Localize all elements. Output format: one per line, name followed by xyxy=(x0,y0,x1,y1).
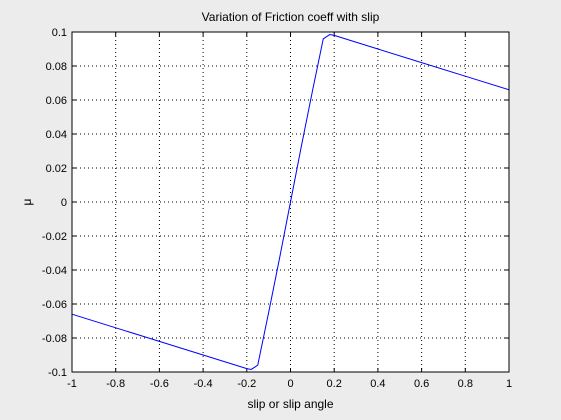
x-axis-label: slip or slip angle xyxy=(247,397,333,411)
y-tick-label: 0.1 xyxy=(52,27,67,39)
x-tick-label: -0.6 xyxy=(150,378,169,390)
y-tick-label: 0.04 xyxy=(46,129,67,141)
y-tick-label: -0.02 xyxy=(42,231,67,243)
y-tick-label: -0.06 xyxy=(42,299,67,311)
y-tick-label: 0.02 xyxy=(46,163,67,175)
x-tick-label: -0.4 xyxy=(194,378,213,390)
y-axis-label: μ xyxy=(20,198,34,205)
y-tick-labels: -0.1 -0.08 -0.06 -0.04 -0.02 0 0.02 0.04 0.06 0.0… xyxy=(42,27,67,379)
x-tick-labels: -1 -0.8 -0.6 -0.4 -0.2 0 0.2 0.4 0.6 0.8 1 xyxy=(67,378,512,390)
y-tick-label: -0.04 xyxy=(42,265,67,277)
y-tick-label: 0.08 xyxy=(46,61,67,73)
x-tick-label: 0.6 xyxy=(414,378,429,390)
x-tick-label: 0.8 xyxy=(458,378,473,390)
x-tick-label: 0.2 xyxy=(327,378,342,390)
x-tick-label: 0 xyxy=(287,378,293,390)
x-tick-label: -0.8 xyxy=(106,378,125,390)
chart-title: Variation of Friction coeff with slip xyxy=(202,10,380,24)
x-tick-label: 1 xyxy=(506,378,512,390)
x-tick-label: -1 xyxy=(67,378,77,390)
y-tick-label: -0.08 xyxy=(42,333,67,345)
x-tick-label: -0.2 xyxy=(237,378,256,390)
y-tick-label: 0 xyxy=(61,197,67,209)
y-tick-label: 0.06 xyxy=(46,95,67,107)
x-tick-label: 0.4 xyxy=(370,378,385,390)
y-tick-label: -0.1 xyxy=(48,367,67,379)
